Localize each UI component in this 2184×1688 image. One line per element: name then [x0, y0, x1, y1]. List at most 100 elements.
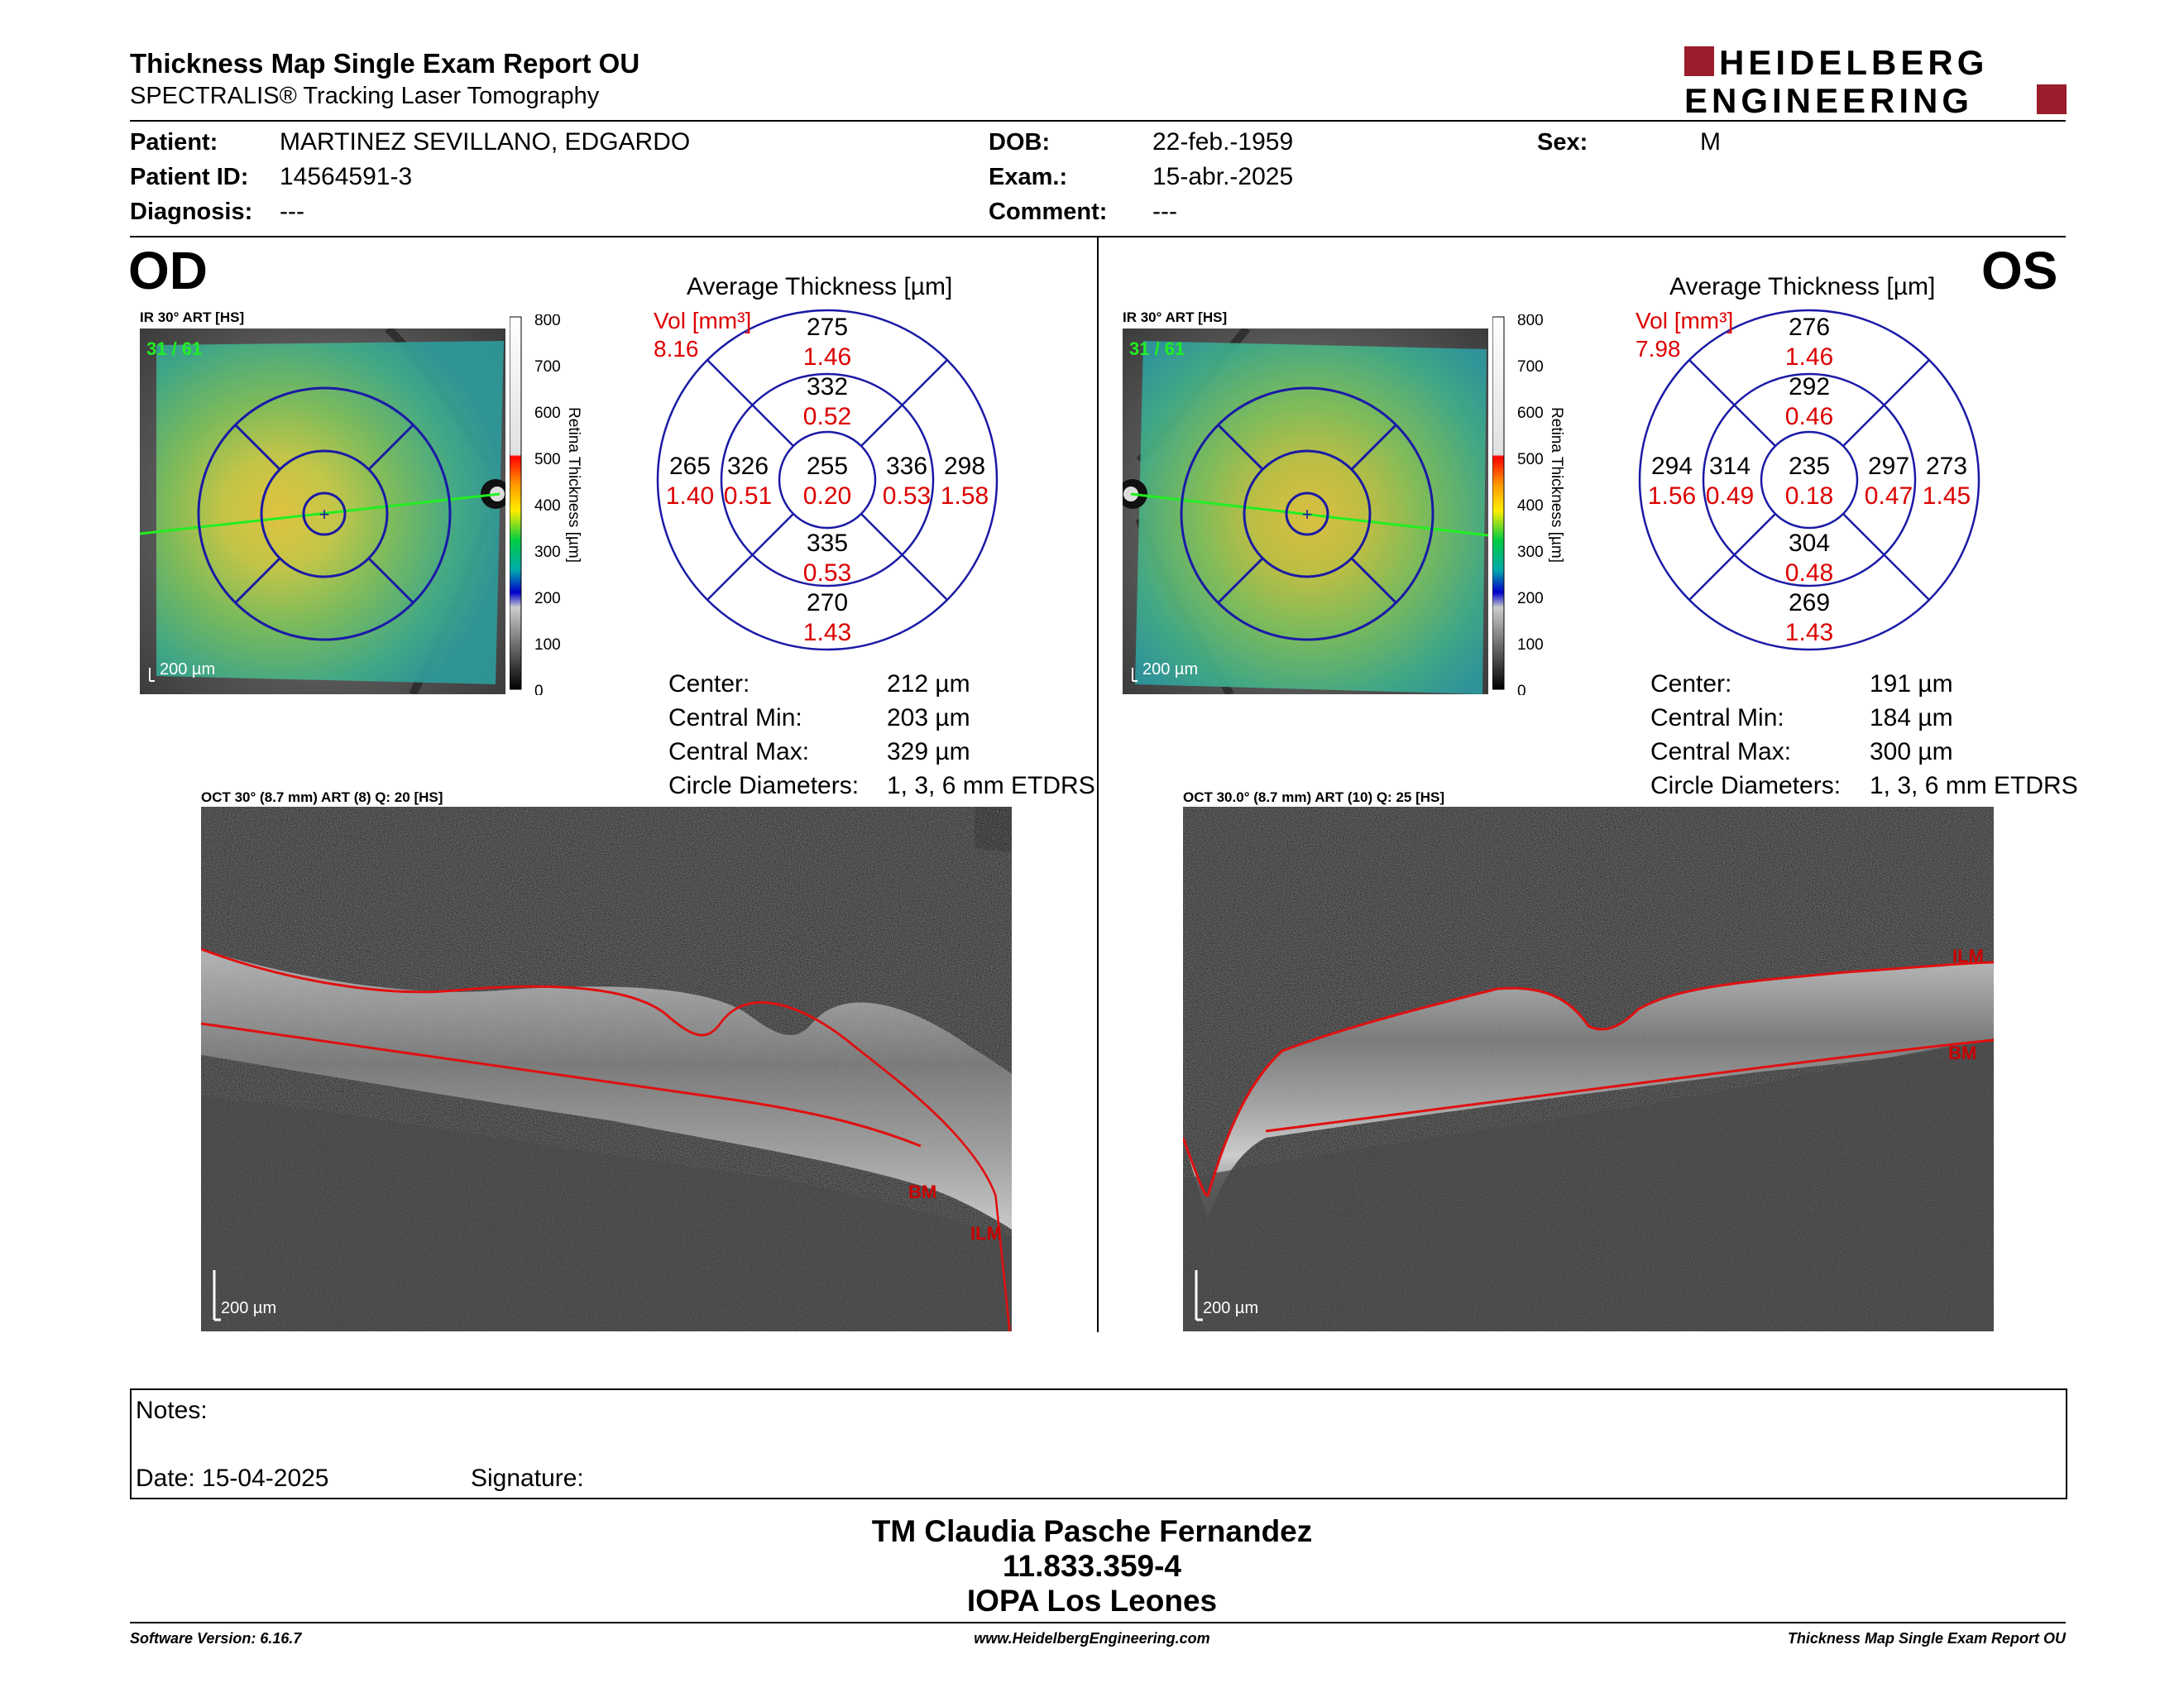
footer-divider — [130, 1622, 2066, 1623]
os-max-value: 300 µm — [1870, 738, 1953, 765]
od-vol-value: 8.16 — [654, 336, 699, 362]
os-center-label: Center: — [1650, 670, 1732, 698]
sex-value: M — [1700, 128, 1721, 156]
od-avg-title: Average Thickness [µm] — [687, 273, 953, 300]
od-etdrs-grid: 275 332 265 326 255 336 298 335 270 1.46… — [654, 306, 1001, 654]
od-center-vol: 0.20 — [803, 482, 851, 510]
diagnosis-value: --- — [280, 198, 304, 225]
od-ilm-label: ILM — [970, 1223, 1002, 1244]
footer-website[interactable]: www.HeidelbergEngineering.com — [974, 1630, 1210, 1647]
footer-report-name: Thickness Map Single Exam Report OU — [1787, 1630, 2066, 1647]
signer-id: 11.833.359-4 — [1002, 1549, 1182, 1583]
os-center-value: 191 µm — [1870, 670, 1953, 698]
os-oct-bscan: ILM BM 200 µm — [1181, 807, 1995, 1331]
od-inner-bottom: 335 — [807, 530, 848, 557]
od-inner-top-vol: 0.52 — [803, 403, 851, 430]
od-cbar-tick-200: 200 — [534, 590, 561, 607]
od-oct-scale: 200 µm — [221, 1299, 276, 1317]
od-outer-right-vol: 1.58 — [941, 482, 989, 510]
diagnosis-label: Diagnosis: — [130, 199, 253, 225]
od-oct-bscan: BM ILM 200 µm — [200, 807, 1161, 1332]
os-colorbar: 800 700 600 500 400 300 200 100 0 Retina… — [1492, 312, 1575, 700]
sex-label: Sex: — [1537, 129, 1588, 156]
signature-label: Signature: — [471, 1465, 584, 1492]
os-cbar-tick-700: 700 — [1517, 358, 1544, 376]
od-oct-label: OCT 30° (8.7 mm) ART (8) Q: 20 [HS] — [201, 789, 443, 805]
od-max-label: Central Max: — [668, 738, 810, 765]
os-outer-right: 273 — [1926, 453, 1967, 480]
od-frame-counter: 31 / 61 — [146, 338, 202, 359]
os-cbar-tick-800: 800 — [1517, 314, 1544, 329]
od-inner-bottom-vol: 0.53 — [803, 559, 851, 587]
os-eye-label: OS — [1981, 241, 2058, 300]
od-diam-value: 1, 3, 6 mm ETDRS — [887, 772, 1095, 799]
os-min-label: Central Min: — [1650, 704, 1784, 731]
os-cbar-tick-0: 0 — [1517, 683, 1526, 695]
od-outer-left-vol: 1.40 — [666, 482, 714, 510]
od-ir-label: IR 30° ART [HS] — [140, 309, 245, 325]
os-avg-title: Average Thickness [µm] — [1669, 273, 1936, 300]
os-cbar-tick-400: 400 — [1517, 497, 1544, 515]
os-vol-label: Vol [mm³] — [1636, 308, 1734, 333]
report-title: Thickness Map Single Exam Report OU — [130, 48, 640, 79]
os-diam-value: 1, 3, 6 mm ETDRS — [1870, 772, 2078, 799]
heidelberg-logo: HEIDELBERG ENGINEERING — [1684, 41, 2067, 120]
os-cbar-tick-200: 200 — [1517, 590, 1544, 607]
os-diam-label: Circle Diameters: — [1650, 772, 1842, 799]
os-outer-bottom-vol: 1.43 — [1785, 619, 1833, 646]
od-min-label: Central Min: — [668, 704, 802, 731]
od-fundus-scale: 200 µm — [160, 660, 215, 679]
os-cbar-tick-500: 500 — [1517, 451, 1544, 468]
os-outer-bottom: 269 — [1789, 589, 1830, 616]
os-oct-label: OCT 30.0° (8.7 mm) ART (10) Q: 25 [HS] — [1183, 789, 1445, 805]
os-max-label: Central Max: — [1650, 738, 1792, 765]
header-divider — [130, 120, 2066, 122]
od-fundus-map: + 31 / 61 200 µm — [139, 325, 510, 697]
os-cbar-tick-100: 100 — [1517, 636, 1544, 654]
os-min-value: 184 µm — [1870, 704, 1953, 731]
od-outer-bottom: 270 — [807, 589, 848, 616]
od-outer-top: 275 — [807, 314, 848, 341]
od-inner-top: 332 — [807, 373, 848, 400]
os-fundus-scale: 200 µm — [1142, 660, 1198, 679]
od-cbar-tick-300: 300 — [534, 544, 561, 561]
od-bm-label: BM — [908, 1182, 936, 1202]
os-cbar-axis-label: Retina Thickness [µm] — [1548, 407, 1565, 563]
os-outer-top-vol: 1.46 — [1785, 343, 1833, 371]
patient-label: Patient: — [130, 129, 218, 156]
os-center-vol: 0.18 — [1785, 482, 1833, 510]
os-frame-counter: 31 / 61 — [1129, 338, 1185, 359]
os-outer-left: 294 — [1651, 453, 1693, 480]
od-inner-left-vol: 0.51 — [724, 482, 772, 510]
os-inner-top: 292 — [1789, 373, 1830, 400]
exam-value: 15-abr.-2025 — [1152, 163, 1294, 190]
patient-name: MARTINEZ SEVILLANO, EDGARDO — [280, 128, 691, 156]
svg-text:+: + — [1302, 504, 1313, 525]
os-inner-right-vol: 0.47 — [1865, 482, 1913, 510]
patient-id: 14564591-3 — [280, 163, 413, 190]
os-inner-bottom-vol: 0.48 — [1785, 559, 1833, 587]
od-min-value: 203 µm — [887, 704, 970, 731]
od-cbar-tick-400: 400 — [534, 497, 561, 515]
os-inner-right: 297 — [1868, 453, 1909, 480]
signer-clinic: IOPA Los Leones — [966, 1584, 1218, 1618]
logo-line1: HEIDELBERG — [1719, 43, 1988, 82]
os-ilm-label: ILM — [1952, 946, 1984, 966]
dob-value: 22-feb.-1959 — [1152, 128, 1294, 156]
od-outer-top-vol: 1.46 — [803, 343, 851, 371]
eye-divider — [1097, 237, 1099, 1332]
patient-id-label: Patient ID: — [130, 164, 249, 190]
os-inner-top-vol: 0.46 — [1785, 403, 1833, 430]
os-cbar-tick-600: 600 — [1517, 405, 1544, 422]
os-bm-label: BM — [1948, 1043, 1976, 1063]
od-cbar-tick-800: 800 — [534, 314, 561, 329]
os-inner-left-vol: 0.49 — [1706, 482, 1754, 510]
logo-line2: ENGINEERING — [1684, 81, 1973, 117]
od-cbar-axis-label: Retina Thickness [µm] — [565, 407, 582, 563]
os-center: 235 — [1789, 453, 1830, 480]
od-cbar-tick-600: 600 — [534, 405, 561, 422]
os-oct-scale: 200 µm — [1203, 1299, 1258, 1317]
od-outer-left: 265 — [669, 453, 711, 480]
notes-date: Date: 15-04-2025 — [136, 1465, 329, 1492]
od-cbar-tick-500: 500 — [534, 451, 561, 468]
